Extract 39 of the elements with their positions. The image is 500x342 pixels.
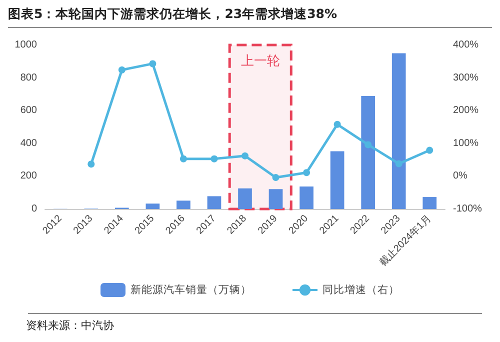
y2-tick-label: 100%: [453, 138, 479, 149]
y-tick-label: 400: [20, 138, 38, 149]
y2-tick-label: -100%: [453, 204, 482, 214]
bar: [268, 189, 283, 209]
point: [149, 60, 156, 68]
point: [88, 160, 95, 168]
point: [242, 152, 248, 160]
point: [395, 160, 402, 168]
y-tick-label: 600: [20, 105, 38, 116]
chart-title: 图表5：本轮国内下游需求仍在增长，23年需求增速38%: [8, 6, 338, 23]
point: [364, 141, 372, 148]
bar: [146, 204, 160, 209]
bar: [361, 96, 375, 209]
y-tick-label: 200: [20, 170, 38, 182]
y2-tick-label: 300%: [453, 72, 479, 84]
point: [118, 66, 126, 74]
point: [210, 155, 218, 162]
bar: [207, 196, 222, 209]
bar: [238, 188, 252, 209]
point: [334, 120, 341, 128]
bar: [176, 200, 190, 209]
y2-tick-label: 400%: [453, 40, 479, 50]
band-label: 上一轮: [240, 52, 280, 68]
point: [426, 146, 434, 154]
y-tick-label: 1000: [14, 40, 38, 50]
y-tick-label: 800: [20, 72, 38, 84]
point: [272, 174, 280, 182]
bar: [330, 151, 344, 209]
point: [180, 155, 187, 162]
bar: [392, 53, 406, 209]
text: 资料来源：中汽协: [26, 318, 114, 333]
point: [303, 169, 310, 176]
y2-tick-label: 200%: [453, 105, 479, 116]
legend-label: 新能源汽车销量（万辆）: [130, 283, 252, 296]
bar: [422, 197, 437, 209]
y2-tick-label: 0%: [453, 170, 468, 182]
bar: [300, 186, 314, 209]
legend-label: 同比增速（右）: [322, 283, 400, 296]
y-tick-label: 0: [31, 204, 38, 214]
